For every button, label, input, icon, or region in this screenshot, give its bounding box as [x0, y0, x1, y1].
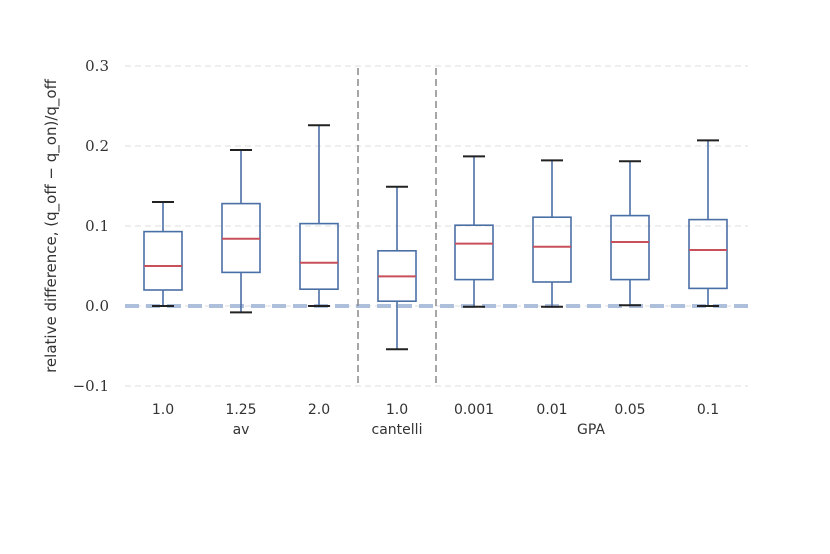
x-tick-label: 0.01 [536, 402, 567, 418]
group-label: av [233, 422, 250, 438]
y-tick-label: 0.0 [85, 297, 109, 315]
y-tick-label: 0.3 [85, 57, 109, 75]
box-GPA-0.001 [454, 155, 494, 308]
y-axis-label: relative difference, (q_off − q_on)/q_of… [42, 78, 61, 372]
group-separators [357, 68, 437, 386]
box-GPA-0.05 [610, 160, 650, 307]
x-tick-label: 1.0 [386, 402, 408, 418]
group-label: cantelli [372, 422, 423, 438]
iqr-box [299, 222, 339, 291]
iqr-box [688, 218, 728, 290]
y-tick-labels: −0.1 0.0 0.1 0.2 0.3 [73, 57, 109, 395]
group-labels: av cantelli GPA [233, 422, 606, 438]
box-av-1.0 [143, 201, 183, 307]
y-tick-label: 0.1 [85, 217, 109, 235]
x-tick-labels: 1.0 1.25 2.0 1.0 0.001 0.01 0.05 0.1 [152, 402, 719, 418]
iqr-box [532, 216, 572, 283]
iqr-box [610, 214, 650, 281]
x-tick-label: 0.001 [454, 402, 494, 418]
x-tick-label: 1.25 [225, 402, 256, 418]
box-cantelli-1.0 [377, 185, 417, 351]
x-tick-label: 0.1 [697, 402, 719, 418]
boxes-layer [143, 124, 728, 351]
x-tick-label: 2.0 [308, 402, 330, 418]
y-tick-label: 0.2 [85, 137, 109, 155]
box-GPA-0.1 [688, 139, 728, 307]
y-tick-label: −0.1 [73, 377, 109, 395]
box-av-2.0 [299, 124, 339, 307]
iqr-box [454, 224, 494, 281]
x-tick-label: 1.0 [152, 402, 174, 418]
group-label: GPA [577, 422, 605, 438]
box-GPA-0.01 [532, 159, 572, 308]
box-av-1.25 [221, 149, 261, 314]
x-tick-label: 0.05 [614, 402, 645, 418]
iqr-box [143, 230, 183, 291]
